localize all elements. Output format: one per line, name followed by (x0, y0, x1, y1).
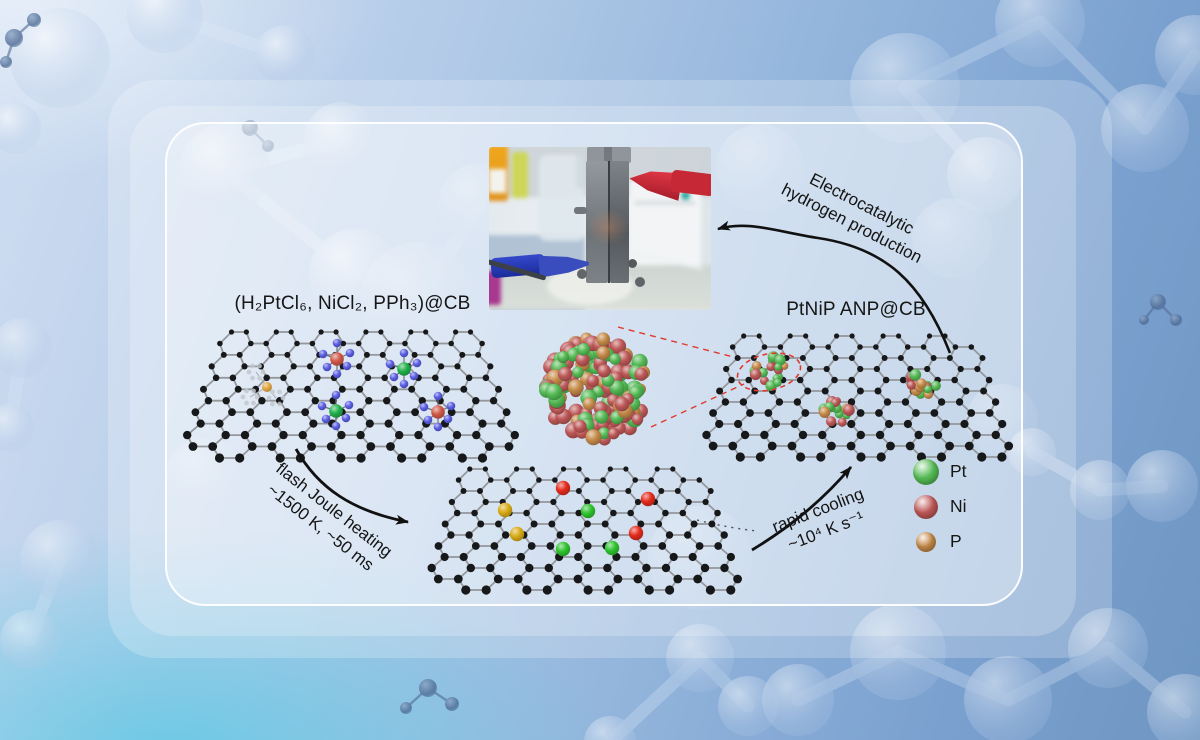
green-bottle (512, 152, 528, 198)
pt-sphere-icon (912, 458, 940, 485)
product-label: PtNiP ANP@CB (786, 299, 926, 320)
bolt (577, 269, 587, 279)
legend-item-ni: Ni (912, 490, 967, 523)
legend-item-pt: Pt (912, 455, 967, 488)
electrolyzer-photo (489, 147, 711, 310)
bottle-label (489, 169, 506, 193)
cell-reflection (587, 209, 629, 245)
machine-slot (635, 201, 695, 205)
magenta-item (489, 271, 501, 305)
legend: Pt Ni P (912, 455, 967, 558)
flow-cell-left-plate (586, 161, 608, 283)
bolt (628, 259, 637, 268)
ni-sphere-icon (912, 494, 940, 519)
precursor-label: (H₂PtCl₆, NiCl₂, PPh₃)@CB (234, 293, 471, 314)
bolt (635, 277, 645, 287)
machine-button (681, 191, 690, 200)
clamp-screw (604, 147, 612, 167)
flow-cell-right-plate (610, 161, 629, 283)
legend-label-p: P (950, 531, 962, 551)
legend-label-ni: Ni (950, 496, 967, 516)
legend-item-p: P (912, 525, 967, 558)
p-sphere-icon (912, 531, 940, 552)
cell-gap (608, 161, 610, 283)
cell-port (574, 207, 587, 214)
legend-label-pt: Pt (950, 461, 967, 481)
